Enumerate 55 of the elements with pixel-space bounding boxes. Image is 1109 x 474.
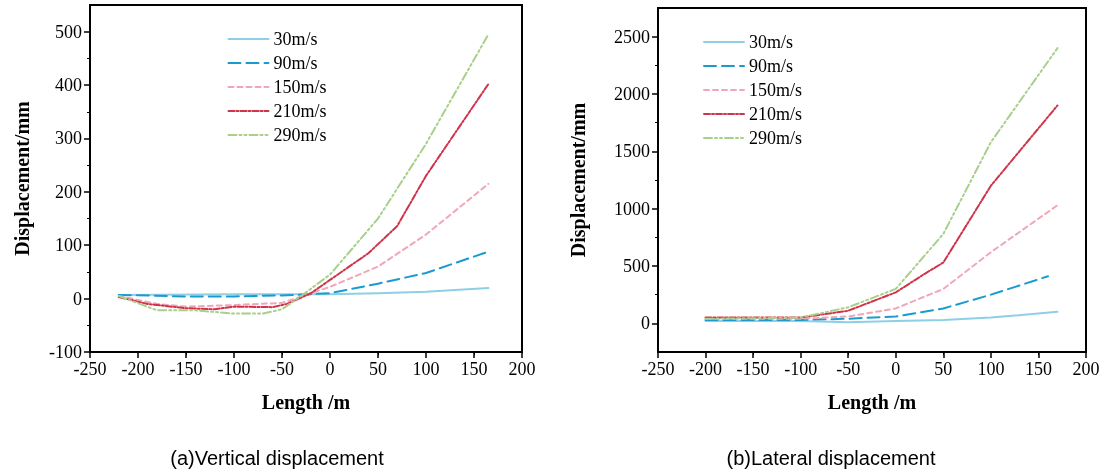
y-tick-label: 1000 (614, 198, 650, 219)
y-tick-label: 2000 (614, 84, 650, 104)
legend-label: 150m/s (749, 80, 803, 100)
y-tick-label: 500 (623, 256, 650, 276)
x-tick-label: -100 (217, 359, 251, 379)
x-tick-label: 50 (369, 359, 387, 379)
y-tick-label: 200 (55, 181, 82, 202)
y-tick-label: 100 (55, 235, 82, 256)
x-tick-label: -50 (836, 359, 861, 379)
y-axis-title: Displacement/mm (567, 102, 590, 258)
legend-label: 30m/s (749, 32, 794, 52)
line-series (704, 104, 1059, 319)
x-tick-label: -100 (784, 359, 818, 379)
x-tick-label: 100 (412, 359, 440, 379)
x-tick-label: 200 (508, 359, 536, 379)
x-tick-label: 150 (460, 359, 488, 379)
x-tick-label: -50 (270, 359, 294, 379)
y-tick-label: 300 (55, 128, 82, 149)
legend-label: 210m/s (749, 104, 803, 124)
x-tick-label: 100 (977, 359, 1005, 379)
x-tick-label: -150 (736, 359, 770, 379)
y-tick-label: 2500 (614, 26, 650, 47)
x-tick-label: 0 (325, 359, 335, 379)
legend-label: 30m/s (273, 29, 318, 49)
y-tick-label: 0 (73, 288, 82, 309)
legend-label: 290m/s (749, 128, 803, 148)
legend-label: 150m/s (273, 77, 327, 97)
x-tick-label: 0 (891, 359, 901, 379)
legend-label: 210m/s (273, 101, 327, 121)
text: (b)Lateral displacement (726, 447, 936, 469)
line-series (117, 182, 490, 308)
legend-label: 90m/s (749, 56, 794, 76)
line-series (117, 33, 490, 315)
x-tick-label: -250 (73, 359, 107, 379)
x-tick-label: 150 (1024, 359, 1052, 379)
legend-label: 90m/s (273, 53, 318, 73)
x-tick-label: -250 (641, 359, 675, 379)
line-series (704, 310, 1059, 324)
x-tick-label: -200 (121, 359, 155, 379)
legend-label: 290m/s (273, 125, 327, 145)
y-tick-label: 500 (55, 21, 82, 42)
y-tick-label: 0 (641, 313, 650, 334)
y-tick-label: 1500 (614, 141, 650, 162)
x-tick-label: -200 (689, 359, 723, 379)
x-tick-label: 50 (934, 359, 953, 379)
y-axis-title: Displacement/mm (11, 100, 34, 256)
line-series (704, 275, 1049, 321)
text: (a)Vertical displacement (170, 447, 385, 469)
x-tick-label: -150 (169, 359, 203, 379)
y-tick-label: 400 (55, 75, 82, 96)
line-series (704, 47, 1059, 320)
x-tick-label: 200 (1072, 359, 1100, 379)
x-axis-title: Length /m (827, 391, 917, 414)
y-tick-label: -100 (49, 342, 82, 362)
x-axis-title: Length /m (261, 391, 351, 414)
